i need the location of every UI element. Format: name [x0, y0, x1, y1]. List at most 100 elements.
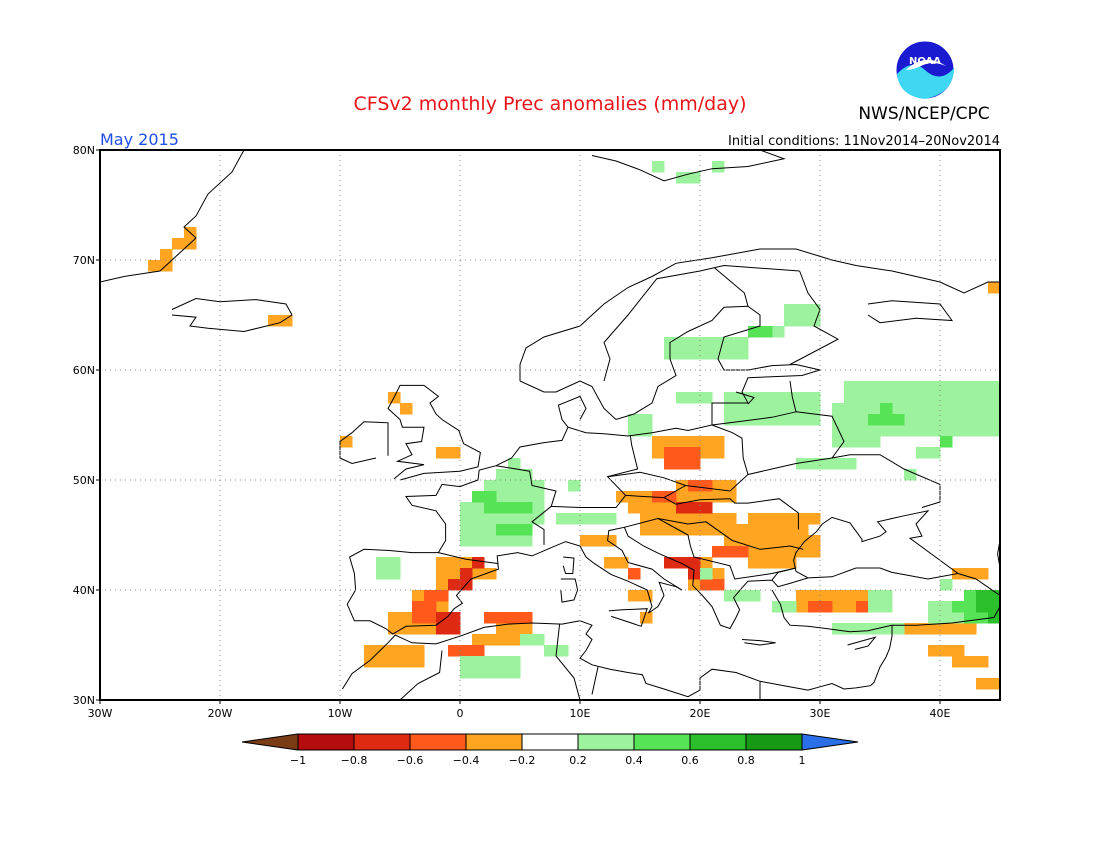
- anomaly-cell: [424, 590, 449, 602]
- coastline: [346, 426, 960, 635]
- coastline: [591, 150, 786, 182]
- anomaly-cell: [172, 238, 197, 250]
- latitude-tick-label: 80N: [73, 144, 95, 157]
- anomaly-cell: [976, 678, 1000, 690]
- anomaly-cell: [616, 491, 653, 503]
- anomaly-cell: [724, 524, 809, 536]
- anomaly-cell: [160, 249, 173, 261]
- anomaly-cell: [400, 403, 413, 415]
- coastline: [795, 411, 845, 459]
- anomaly-cell: [832, 590, 857, 602]
- coastline: [847, 636, 877, 650]
- coastline: [603, 264, 800, 382]
- anomaly-cell: [364, 645, 425, 668]
- anomaly-cell: [940, 579, 953, 591]
- anomaly-cell: [448, 579, 473, 591]
- anomaly-cell: [700, 568, 713, 580]
- coastline: [771, 589, 893, 691]
- anomaly-cell: [772, 601, 797, 613]
- legend-bin-max: [801, 733, 859, 751]
- anomaly-cell: [460, 656, 521, 679]
- anomaly-cell: [568, 480, 581, 492]
- anomaly-cell: [472, 557, 485, 569]
- anomaly-cell: [928, 645, 965, 657]
- anomaly-cell: [484, 480, 545, 503]
- anomaly-cell: [640, 612, 653, 624]
- anomaly-cell: [556, 513, 617, 525]
- coastline: [607, 380, 797, 492]
- coastline: [608, 608, 648, 627]
- agency-label: NWS/NCEP/CPC: [858, 104, 989, 124]
- coastline: [555, 624, 581, 700]
- anomaly-cell: [676, 502, 713, 514]
- coastline: [100, 150, 245, 283]
- anomaly-cell: [712, 161, 725, 173]
- noaa-logo: NOAA: [895, 40, 955, 100]
- anomaly-cell: [832, 458, 857, 470]
- anomaly-cell: [808, 601, 833, 613]
- coastline: [771, 567, 797, 581]
- legend-label: −0.6: [397, 754, 424, 767]
- lat-lon-grid: [100, 150, 1000, 700]
- longitude-tick-label: 0: [457, 707, 464, 720]
- anomaly-cell: [520, 634, 545, 646]
- legend-bin: [465, 733, 523, 751]
- anomaly-cell: [604, 557, 629, 569]
- anomaly-cell: [676, 172, 701, 184]
- anomaly-cell: [580, 535, 617, 547]
- anomaly-cell: [940, 436, 953, 448]
- anomaly-cell: [904, 623, 977, 635]
- legend-label: 0.8: [737, 754, 755, 767]
- longitude-tick-label: 30E: [810, 707, 831, 720]
- color-legend: −1 −0.8 −0.6 −0.4 −0.2 0.2 0.4 0.6 0.8 1: [241, 733, 859, 767]
- coastline: [735, 391, 755, 405]
- anomaly-cell: [952, 601, 965, 613]
- anomaly-cell: [748, 513, 821, 525]
- coastline: [562, 556, 575, 574]
- coastline: [714, 267, 749, 307]
- coastlines-and-borders: [100, 150, 1000, 700]
- initial-conditions-label: Initial conditions: 11Nov2014–20Nov2014: [728, 134, 1000, 149]
- coastline: [789, 270, 840, 365]
- latitude-tick-label: 60N: [73, 364, 95, 377]
- anomaly-cell: [952, 568, 989, 580]
- coastline: [657, 518, 804, 550]
- anomaly-cell: [784, 304, 821, 327]
- anomaly-cell: [148, 260, 173, 272]
- anomaly-cell: [700, 579, 725, 591]
- legend-label: 0.2: [569, 754, 587, 767]
- map-frame: [99, 149, 1001, 701]
- anomaly-cell: [748, 326, 773, 338]
- anomaly-cell: [472, 491, 497, 503]
- anomaly-cell: [412, 601, 437, 624]
- anomaly-cell: [676, 392, 713, 404]
- coastline: [591, 666, 599, 695]
- anomaly-cell: [508, 458, 521, 481]
- anomaly-cell: [664, 557, 701, 569]
- anomaly-cell: [628, 414, 653, 437]
- noaa-logo-text: NOAA: [909, 56, 941, 67]
- coastline: [171, 297, 293, 333]
- coastline: [741, 639, 776, 646]
- anomaly-cell: [844, 381, 1000, 404]
- coastline: [747, 454, 941, 508]
- anomaly-cell: [928, 381, 953, 393]
- coastline: [399, 650, 443, 700]
- longitude-tick-label: 10E: [570, 707, 591, 720]
- legend-bin: [633, 733, 691, 751]
- coastline: [551, 435, 639, 508]
- anomaly-cell: [436, 447, 461, 459]
- anomaly-cell: [376, 557, 401, 580]
- anomaly-cell: [904, 469, 917, 481]
- anomaly-cell: [832, 623, 905, 635]
- anomaly-cell: [664, 447, 701, 470]
- coastline: [560, 578, 579, 603]
- anomaly-cell: [268, 315, 293, 327]
- period-label: May 2015: [100, 130, 179, 149]
- anomaly-cell: [868, 414, 905, 426]
- legend-bin: [745, 733, 803, 751]
- anomaly-cell: [880, 403, 893, 415]
- anomaly-cell: [712, 546, 749, 558]
- anomaly-cell: [628, 502, 677, 514]
